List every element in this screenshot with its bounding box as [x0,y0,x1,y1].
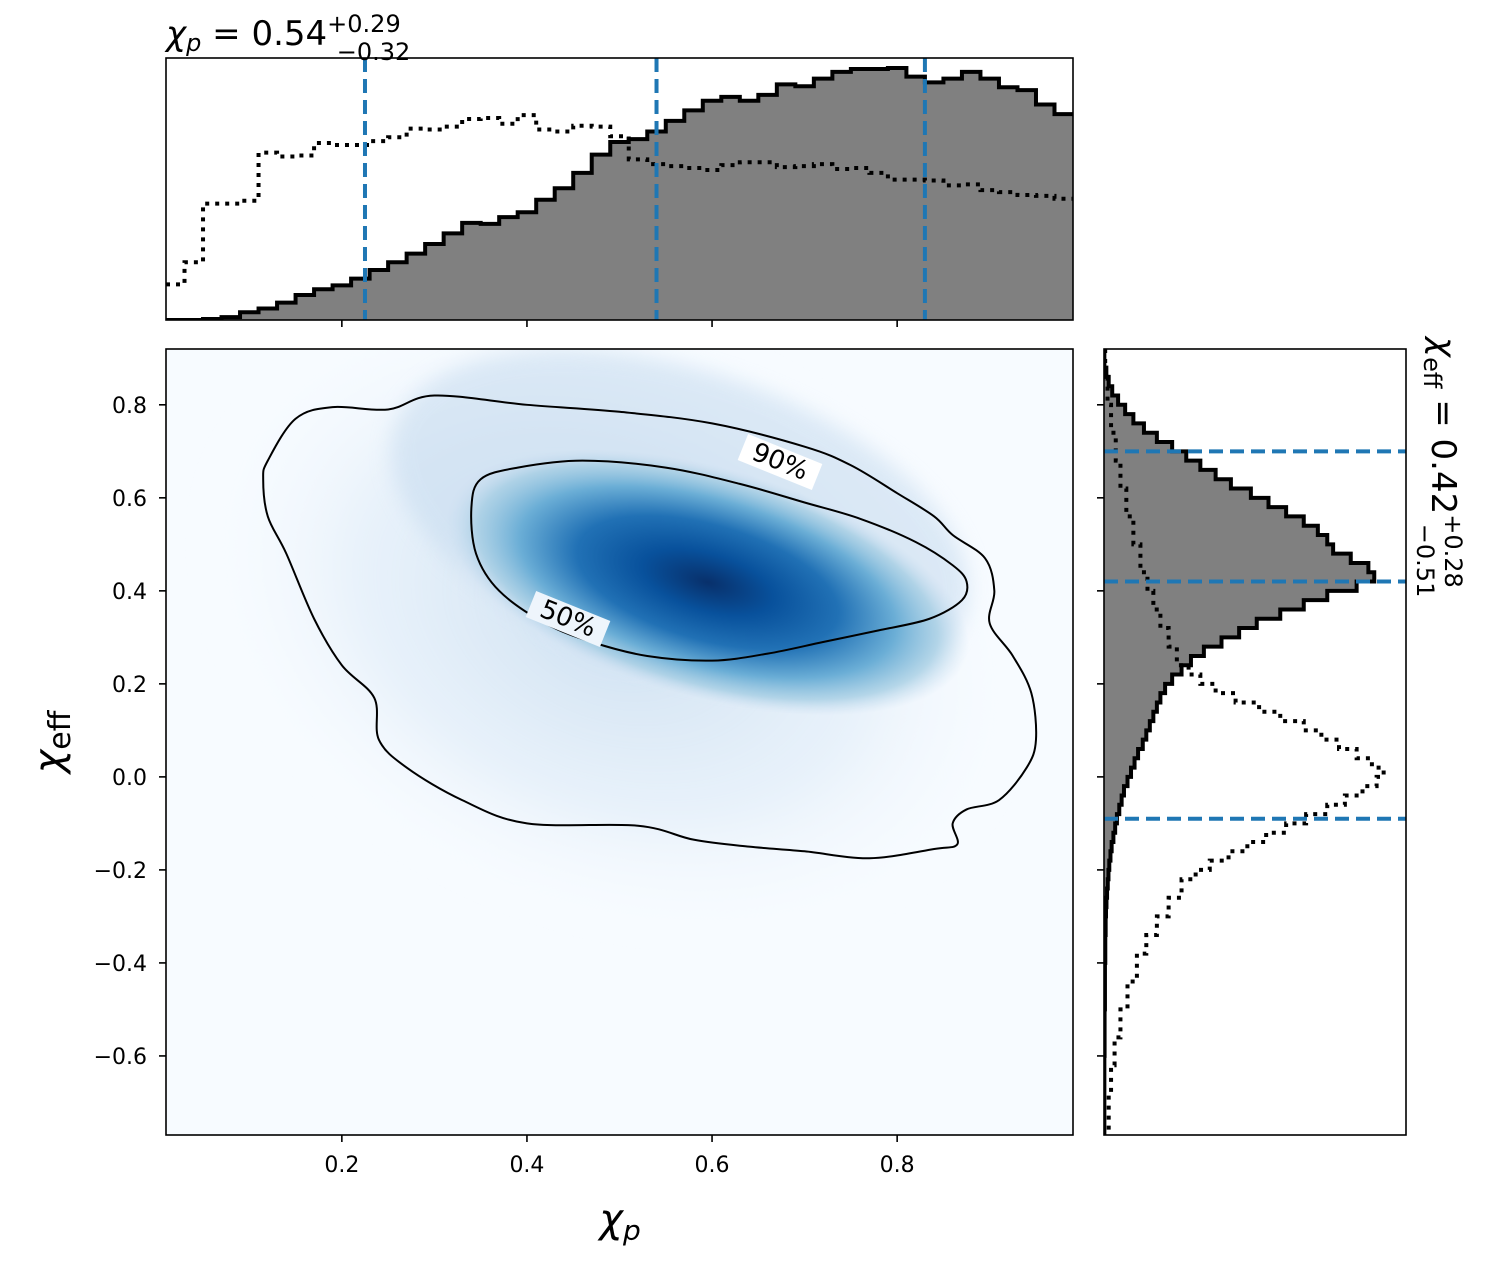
contour-90 [262,394,1038,860]
x-axis-label: χp [597,1196,640,1247]
quantile-lines [362,58,927,320]
density-heatmap [195,349,1025,942]
y-tick-label: 0.4 [112,580,147,605]
joint-frame [165,348,1074,1136]
prior-histogram-step [166,113,1073,287]
x-axis: 0.2 0.4 0.6 0.8 [324,1135,915,1178]
top-marginal-panel: χp = 0.54+0.29 −0.32 [164,10,1074,327]
top-frame [165,57,1074,321]
y-tick-label: 0.0 [112,766,147,791]
y-axis: −0.6 −0.4 −0.2 0.0 0.2 0.4 0.6 0.8 [94,394,166,1070]
y-tick-label: 0.2 [112,673,147,698]
joint-panel: 90% 50% 0.2 0.4 0.6 0.8 −0.6−0.4−0.20.00.20… [26,348,1074,1247]
contour-labels: 90% 50% [525,434,823,647]
quantile-lines [1104,449,1406,821]
posterior-histogram-step [1104,349,1377,1135]
x-tick-label: 0.4 [509,1153,544,1178]
x-tick-label: 0.2 [324,1153,359,1178]
right-frame [1103,348,1407,1136]
posterior-histogram-fill [1104,349,1375,1135]
y-tick-label: 0.8 [112,394,147,419]
y-tick-label: −0.4 [94,952,147,977]
y-tick-label: −0.2 [94,859,147,884]
density-core [446,448,970,716]
y-tick-label: −0.6 [94,1045,147,1070]
y-axis-label: χeff [26,709,78,775]
x-tick-label: 0.6 [695,1153,730,1178]
posterior-histogram-step [166,66,1073,320]
right-title: χeff = 0.42+0.28−0.51 [1411,335,1467,597]
prior-histogram-step [1104,349,1386,1135]
y-tick-label: 0.6 [112,487,147,512]
right-marginal-panel: χeff = 0.42+0.28−0.51 [1097,335,1467,1136]
posterior-histogram-fill [166,68,1073,320]
x-tick-label: 0.8 [880,1153,915,1178]
